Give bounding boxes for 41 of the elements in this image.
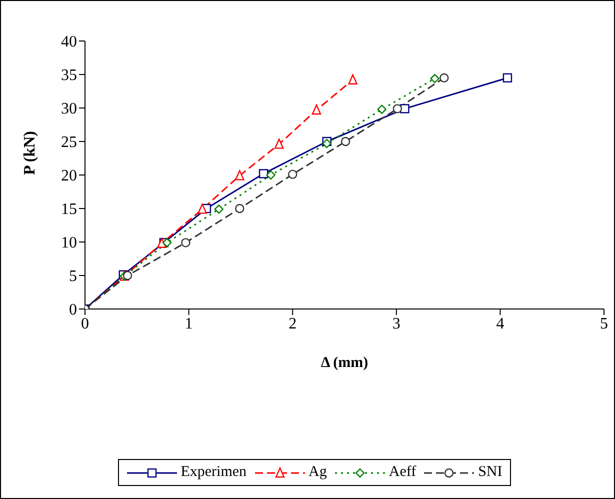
point [122, 270, 132, 280]
y-tick-label: 15 [61, 201, 77, 218]
point [377, 104, 386, 114]
point [235, 170, 244, 180]
x-axis-title: Δ (mm) [320, 355, 368, 371]
x-tick-label: 1 [184, 315, 193, 332]
point [400, 104, 410, 114]
y-tick-label: 35 [61, 67, 77, 84]
legend-label: Experimen [180, 464, 247, 481]
y-tick-label: 30 [61, 100, 77, 118]
x-tick-label: 5 [600, 315, 608, 332]
point [266, 170, 276, 180]
y-tick-label: 40 [61, 34, 77, 51]
y-axis-title: P (kN) [22, 131, 39, 175]
legend-label: Ag [308, 464, 327, 481]
x-tick-label: 3 [392, 315, 400, 332]
point [181, 238, 190, 248]
point [348, 74, 358, 84]
point [235, 204, 244, 214]
point [340, 136, 350, 146]
point [162, 238, 172, 248]
y-tick-label: 5 [69, 268, 77, 286]
point [502, 73, 512, 82]
legend-label: Aeff [388, 464, 416, 481]
legend-label: SNI [478, 464, 502, 481]
point [198, 204, 207, 214]
y-tick-label: 25 [61, 134, 77, 152]
x-tick-label: 4 [496, 315, 504, 332]
point [274, 138, 284, 149]
point [312, 104, 322, 115]
y-tick-label: 0 [69, 302, 77, 319]
point [440, 73, 449, 82]
point [392, 104, 402, 114]
x-tick-label: 0 [81, 315, 89, 332]
point [214, 204, 224, 214]
point [430, 74, 440, 84]
y-tick-label: 10 [61, 234, 77, 252]
y-tick-label: 20 [61, 168, 77, 185]
point [258, 169, 268, 178]
point [288, 170, 298, 179]
x-tick-label: 2 [288, 315, 297, 332]
